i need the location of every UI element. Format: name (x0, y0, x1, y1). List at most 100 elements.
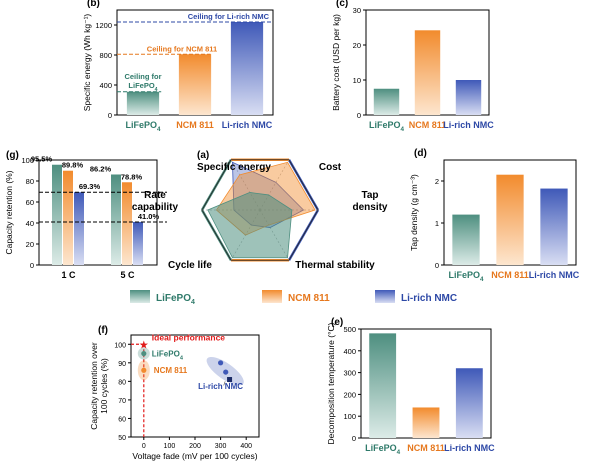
y-tick-label: 80 (26, 177, 34, 186)
panel-d-tap-density: 0 1 2 Tap density (g cm⁻³) LiFePO4 NCM 811 Li-… (409, 148, 580, 283)
annotation-ncm: NCM 811 (154, 366, 188, 375)
y-tick-label: 20 (353, 41, 361, 50)
radar-axis-label: Cost (319, 162, 342, 173)
y-tick-label: 0 (357, 111, 361, 120)
radar-axis-label: Tap (361, 190, 378, 201)
legend-swatch-ncm (262, 290, 282, 303)
legend-swatch-li_rich (375, 290, 395, 303)
x-tick-label: 0 (142, 443, 146, 450)
bar-li_rich (74, 192, 84, 265)
data-label: 86.2% (90, 164, 112, 173)
bar-li_rich (455, 80, 482, 115)
y-tick-label: 0 (352, 434, 356, 443)
x-tick-label: Li-rich NMC (529, 270, 580, 280)
annotation-ideal: Ideal performance (152, 332, 225, 342)
y-tick-label: 40 (26, 219, 34, 228)
data-label: 95.5% (31, 155, 53, 164)
x-tick-label: 200 (189, 443, 201, 450)
bar-ncm (122, 182, 132, 265)
radar-area-lfp (207, 192, 293, 259)
plot-frame (38, 159, 158, 266)
legend: LiFePO4 NCM 811 Li-rich NMC (130, 290, 457, 306)
y-tick-label: 60 (118, 416, 126, 423)
legend-label: Li-rich NMC (401, 293, 457, 304)
x-tick-label: LiFePO4 (448, 270, 484, 283)
bar-lfp (52, 164, 62, 265)
y-tick-label: 60 (26, 198, 34, 207)
y-tick-label: 30 (353, 6, 361, 15)
annotation-li-rich: Li-rich NMC (198, 382, 243, 391)
x-tick-label: 300 (215, 443, 227, 450)
x-tick-label: 400 (240, 443, 252, 450)
bar-lfp (373, 88, 400, 115)
x-tick-label: NCM 811 (176, 120, 214, 130)
y-tick-label: 0 (435, 261, 439, 270)
y-tick-label: 100 (21, 156, 34, 165)
x-axis-label: Voltage fade (mV per 100 cycles) (132, 451, 257, 461)
y-axis-label: Battery cost (USD per kg) (331, 14, 341, 111)
panel-c-battery-cost: 0 10 20 30 Battery cost (USD per kg) LiFePO4 N… (331, 0, 494, 133)
y-tick-label: 50 (118, 435, 126, 442)
bar-li_rich (133, 221, 143, 265)
ceiling-label: Ceiling for (124, 72, 161, 81)
y-axis-label: Capacity retention (%) (4, 170, 14, 254)
radar-axis-label: Specific energy (197, 162, 271, 173)
subscript: 4 (401, 126, 405, 133)
ceiling-label: Ceiling for Li-rich NMC (188, 12, 270, 21)
x-tick-label: 100 (164, 443, 176, 450)
x-tick-label: Li-rich NMC (444, 443, 495, 453)
x-tick-label: 5 C (120, 270, 135, 280)
data-label: 41.0% (138, 212, 160, 221)
ceiling-label: Ceiling for NCM 811 (147, 44, 217, 53)
y-tick-label: 2 (435, 177, 439, 186)
radar-axis-label: Cycle life (168, 260, 212, 271)
radar-axis-label: capability (132, 202, 179, 213)
y-tick-label: 100 (114, 342, 126, 349)
point-star: ★ (139, 339, 149, 351)
y-tick-label: 400 (99, 81, 112, 90)
bar-lfp (452, 214, 480, 265)
x-tick-label: NCM 811 (409, 120, 447, 130)
point-circle (141, 350, 147, 357)
panel-label: (g) (6, 150, 19, 161)
y-tick-label: 10 (353, 76, 361, 85)
subscript: 4 (157, 126, 161, 133)
panel-label: (d) (414, 148, 427, 159)
bar-li_rich (230, 22, 264, 115)
y-tick-label: 300 (343, 369, 356, 378)
subscript: 4 (180, 356, 184, 362)
y-tick-label: 200 (343, 390, 356, 399)
bar-ncm (496, 174, 524, 265)
x-tick-label: LiFePO4 (365, 443, 401, 456)
y-tick-label: 500 (343, 325, 356, 334)
y-tick-label: 0 (108, 111, 112, 120)
y-tick-label: 90 (118, 361, 126, 368)
data-label: 69.3% (79, 182, 101, 191)
y-tick-label: 70 (118, 398, 126, 405)
bar-lfp (126, 91, 160, 115)
y-axis-label: Specific energy (Wh kg⁻¹) (82, 14, 92, 112)
y-tick-label: 0 (30, 261, 34, 270)
x-tick-label: NCM 811 (407, 443, 445, 453)
radar-axis-label: Thermal stability (295, 260, 375, 271)
y-axis-label: Capacity retention over (89, 342, 99, 430)
y-tick-label: 1200 (95, 21, 112, 30)
point-square (227, 377, 233, 383)
data-label: 89.8% (62, 161, 84, 170)
annotation-leader (223, 381, 226, 386)
point-circle (141, 367, 147, 373)
annotation-lfp: LiFePO4 (152, 350, 184, 362)
panel-label: (a) (197, 150, 209, 161)
x-tick-label: LiFePO4 (369, 120, 405, 133)
y-axis-label: 100 cycles (%) (99, 358, 109, 414)
data-label: 78.8% (121, 172, 143, 181)
bar-ncm (178, 54, 212, 115)
y-tick-label: 100 (343, 412, 356, 421)
y-tick-label: 400 (343, 347, 356, 356)
y-tick-label: 80 (118, 379, 126, 386)
subscript: 4 (397, 449, 401, 456)
